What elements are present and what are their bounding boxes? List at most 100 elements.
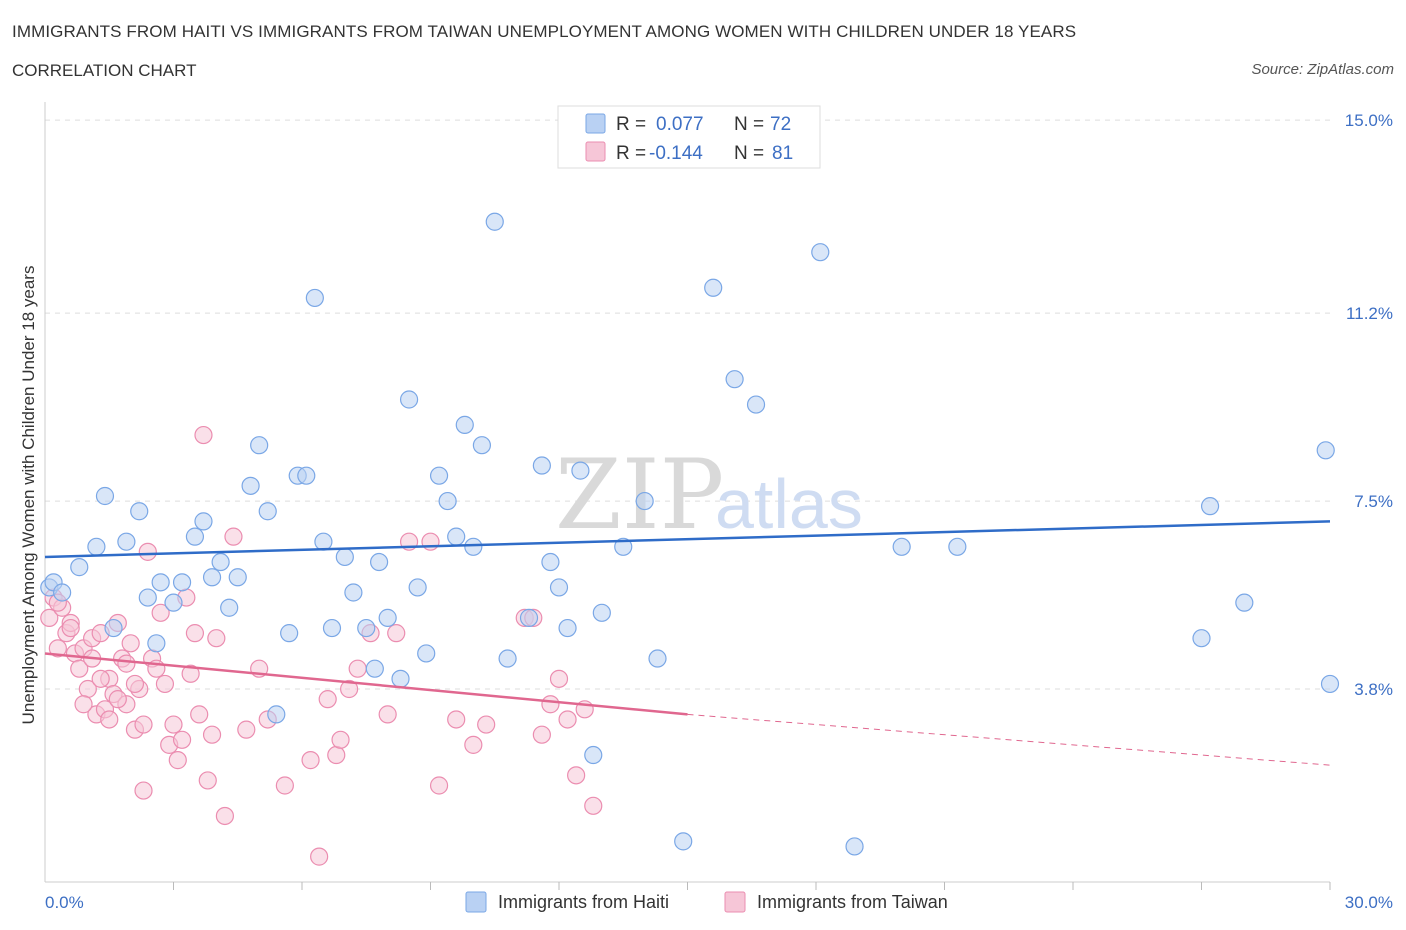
data-point bbox=[155, 674, 175, 694]
data-point bbox=[228, 568, 247, 587]
y-tick-label: 3.8% bbox=[1354, 680, 1393, 699]
legend-n-value-haiti: 72 bbox=[770, 114, 791, 135]
data-point bbox=[138, 588, 157, 607]
data-point bbox=[301, 751, 320, 770]
data-point bbox=[447, 710, 466, 729]
data-point bbox=[335, 547, 354, 567]
data-point bbox=[635, 491, 654, 511]
data-point bbox=[674, 832, 693, 851]
data-point bbox=[391, 669, 410, 688]
data-point bbox=[190, 705, 209, 724]
data-point bbox=[378, 705, 397, 724]
data-point bbox=[892, 537, 911, 556]
data-point bbox=[168, 751, 187, 770]
data-point bbox=[417, 644, 436, 663]
data-point bbox=[134, 781, 153, 800]
watermark-atlas: atlas bbox=[715, 465, 863, 543]
data-point bbox=[215, 806, 234, 826]
data-point bbox=[541, 695, 560, 714]
data-point bbox=[172, 573, 192, 592]
data-point bbox=[275, 776, 294, 795]
data-point bbox=[378, 608, 397, 627]
data-point bbox=[558, 618, 577, 638]
legend-n-label-haiti: N = bbox=[734, 114, 764, 135]
y-tick-label: 15.0% bbox=[1345, 111, 1393, 130]
data-point bbox=[1320, 674, 1340, 694]
axes bbox=[44, 102, 1331, 890]
data-point bbox=[125, 674, 145, 694]
legend-swatch-taiwan bbox=[585, 141, 606, 162]
data-point bbox=[48, 639, 67, 658]
data-point bbox=[134, 715, 153, 734]
data-point bbox=[211, 552, 230, 572]
data-point bbox=[117, 654, 136, 673]
data-point bbox=[584, 745, 603, 765]
data-point bbox=[151, 603, 170, 622]
data-point bbox=[258, 502, 277, 521]
trend-line-taiwan-extension bbox=[687, 713, 1331, 766]
grid-lines bbox=[45, 119, 1330, 690]
data-point bbox=[365, 659, 384, 678]
bottom-legend-label-taiwan: Immigrants from Taiwan bbox=[757, 892, 948, 912]
data-point bbox=[207, 629, 226, 648]
y-tick-labels: 3.8% 7.5% 11.2% 15.0% bbox=[1345, 111, 1393, 699]
y-axis-label: Unemployment Among Women with Children U… bbox=[19, 266, 38, 725]
data-point bbox=[267, 705, 286, 724]
data-point bbox=[280, 624, 299, 643]
trend-line-taiwan bbox=[44, 652, 688, 716]
data-point bbox=[348, 659, 367, 678]
data-point bbox=[305, 288, 324, 308]
data-point bbox=[130, 502, 149, 521]
data-point bbox=[438, 491, 457, 511]
data-point bbox=[1235, 593, 1254, 612]
data-point bbox=[558, 710, 577, 729]
y-tick-label: 11.2% bbox=[1346, 304, 1393, 323]
data-point bbox=[104, 618, 123, 638]
trend-lines bbox=[44, 520, 1331, 766]
data-point bbox=[185, 624, 205, 643]
data-point bbox=[447, 527, 466, 546]
data-point bbox=[340, 679, 359, 699]
data-point bbox=[181, 664, 200, 683]
legend-swatch-haiti bbox=[585, 113, 606, 134]
legend-r-value-taiwan: -0.144 bbox=[649, 143, 703, 164]
data-point bbox=[387, 624, 406, 643]
data-point bbox=[224, 527, 243, 546]
data-point bbox=[567, 766, 586, 785]
taiwan-points bbox=[40, 425, 603, 866]
data-point bbox=[472, 436, 491, 455]
haiti-points bbox=[40, 212, 1340, 856]
data-point bbox=[532, 456, 551, 475]
bottom-legend-swatch-taiwan bbox=[724, 891, 746, 913]
data-point bbox=[147, 634, 166, 653]
data-point bbox=[194, 425, 213, 445]
data-point bbox=[202, 725, 222, 744]
data-point bbox=[370, 552, 389, 572]
data-point bbox=[250, 436, 269, 455]
data-point bbox=[91, 669, 110, 688]
data-point bbox=[1316, 441, 1335, 460]
data-point bbox=[399, 390, 419, 409]
data-point bbox=[464, 537, 483, 556]
legend-r-label-haiti: R = bbox=[616, 114, 646, 135]
data-point bbox=[485, 212, 504, 231]
data-point bbox=[327, 745, 346, 765]
data-point bbox=[70, 659, 89, 678]
data-point bbox=[948, 537, 967, 556]
data-point bbox=[571, 461, 590, 480]
data-point bbox=[704, 278, 723, 297]
x-tick-label-min: 0.0% bbox=[45, 893, 84, 912]
data-point bbox=[151, 573, 170, 592]
data-point bbox=[614, 537, 633, 556]
data-point bbox=[237, 720, 256, 739]
trend-line-haiti bbox=[44, 520, 1331, 559]
data-point bbox=[549, 578, 569, 597]
data-point bbox=[95, 486, 115, 506]
data-point bbox=[477, 715, 496, 734]
data-point bbox=[297, 466, 316, 485]
data-point bbox=[429, 776, 449, 795]
chart-subtitle: CORRELATION CHART bbox=[12, 61, 197, 80]
data-point bbox=[202, 568, 222, 587]
data-point bbox=[185, 527, 205, 546]
